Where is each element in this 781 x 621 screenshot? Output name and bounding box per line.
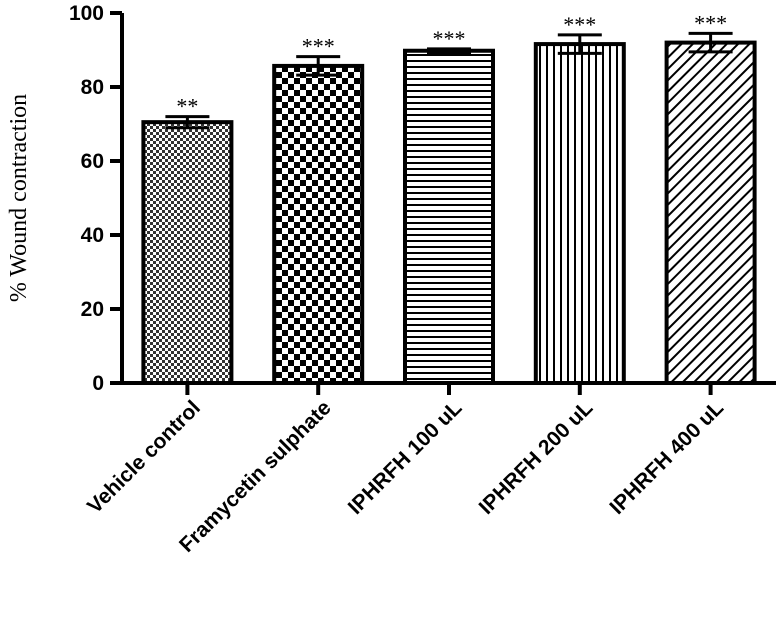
y-tick-label: 20 bbox=[81, 298, 104, 321]
y-tick-label: 40 bbox=[81, 224, 104, 247]
significance-label: *** bbox=[433, 26, 466, 51]
y-axis-title: % Wound contraction bbox=[6, 94, 32, 302]
significance-label: ** bbox=[176, 94, 198, 119]
x-category-label: IPHRFH 100 uL bbox=[344, 396, 467, 519]
significance-label: *** bbox=[302, 34, 335, 59]
y-tick-label: 100 bbox=[69, 2, 104, 25]
y-tick-label: 0 bbox=[92, 372, 104, 395]
y-axis: 0 20 40 60 80 100 bbox=[69, 2, 124, 395]
significance-label: *** bbox=[563, 12, 596, 37]
bars: ***** ****** *** bbox=[141, 10, 757, 386]
bar bbox=[533, 42, 626, 386]
y-tick-label: 60 bbox=[81, 150, 104, 173]
bar bbox=[664, 40, 757, 385]
x-category-label: IPHRFH 400 uL bbox=[605, 396, 728, 519]
significance-label: *** bbox=[694, 10, 727, 35]
x-category-label: Framycetin sulphate bbox=[175, 396, 336, 557]
y-tick-label: 80 bbox=[81, 76, 104, 99]
x-category-label: Vehicle control bbox=[83, 396, 205, 518]
bar bbox=[272, 63, 365, 385]
bar bbox=[403, 48, 495, 386]
x-category-label: IPHRFH 200 uL bbox=[475, 396, 598, 519]
bar bbox=[141, 120, 234, 386]
